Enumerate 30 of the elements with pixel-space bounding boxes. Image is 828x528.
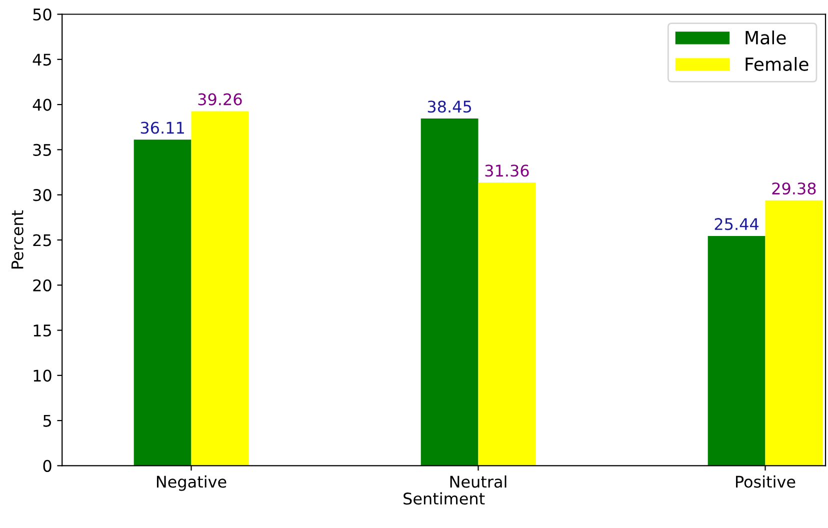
legend-label: Male	[746, 30, 786, 44]
bar	[708, 236, 766, 466]
bar	[765, 200, 823, 466]
legend-label: Female	[746, 57, 808, 71]
y-axis-title: Percent	[12, 210, 24, 268]
data-label: 38.45	[428, 100, 472, 113]
y-tick-label: 5	[43, 414, 51, 427]
y-tick-label: 25	[33, 234, 51, 246]
y-tick-label: 30	[33, 189, 52, 202]
data-label: 36.11	[140, 122, 184, 134]
y-tick-label: 50	[33, 8, 52, 21]
y-tick-label: 35	[33, 144, 51, 156]
x-axis-title: Sentiment	[404, 492, 485, 505]
x-tick-label: Negative	[156, 475, 226, 491]
bar	[191, 111, 249, 466]
data-label: 25.44	[714, 218, 759, 230]
y-tick-label: 15	[34, 324, 51, 337]
bar	[134, 140, 192, 466]
data-label: 39.26	[198, 93, 242, 106]
y-tick-label: 0	[43, 460, 52, 472]
y-tick-label: 10	[34, 370, 52, 382]
data-label: 29.38	[772, 182, 816, 195]
bar	[478, 182, 536, 466]
x-tick-label: Positive	[736, 475, 796, 488]
y-tick-label: 40	[32, 98, 52, 111]
bar	[420, 118, 478, 466]
y-tick-label: 20	[33, 279, 52, 292]
y-tick-label: 45	[32, 54, 51, 66]
x-tick-label: Neutral	[450, 475, 506, 488]
data-label: 31.36	[485, 164, 529, 177]
